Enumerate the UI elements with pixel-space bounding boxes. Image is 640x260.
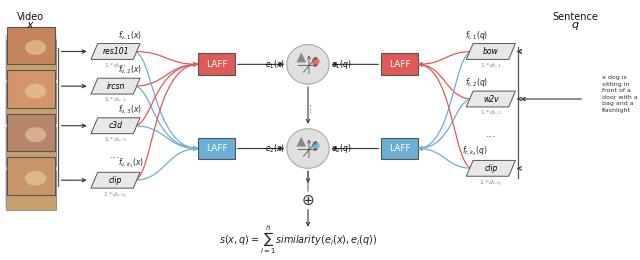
FancyBboxPatch shape: [198, 138, 235, 159]
Text: w2v: w2v: [483, 95, 499, 103]
Ellipse shape: [312, 142, 319, 150]
Polygon shape: [467, 160, 515, 176]
FancyBboxPatch shape: [381, 54, 418, 75]
Ellipse shape: [25, 40, 46, 55]
Polygon shape: [91, 118, 140, 134]
Text: ...: ...: [110, 151, 121, 160]
Ellipse shape: [25, 127, 46, 142]
Text: Sentence: Sentence: [552, 12, 598, 22]
Bar: [7, 27, 55, 64]
Text: $f_{v,1}(x)$: $f_{v,1}(x)$: [118, 29, 143, 42]
Bar: [7, 70, 55, 108]
Text: res101: res101: [102, 47, 129, 56]
Text: ...: ...: [303, 101, 313, 112]
Text: $f_{v,2}(x)$: $f_{v,2}(x)$: [118, 64, 143, 76]
Polygon shape: [296, 53, 306, 62]
FancyBboxPatch shape: [198, 54, 235, 75]
FancyBboxPatch shape: [6, 127, 56, 166]
Polygon shape: [467, 44, 515, 59]
Text: $\oplus$: $\oplus$: [301, 192, 315, 207]
Ellipse shape: [287, 129, 329, 168]
Text: $s(x,q) = \sum_{i=1}^{h} similarity(e_i(x), e_i(q))$: $s(x,q) = \sum_{i=1}^{h} similarity(e_i(…: [219, 223, 378, 256]
Text: $1 * d_{t,k_2}$: $1 * d_{t,k_2}$: [479, 178, 502, 188]
Text: $1 * d_{t,1}$: $1 * d_{t,1}$: [480, 61, 502, 70]
Text: $x$: $x$: [26, 20, 35, 30]
Text: $1 * d_{t,2}$: $1 * d_{t,2}$: [480, 109, 502, 117]
Text: Video: Video: [17, 12, 44, 22]
Polygon shape: [296, 137, 306, 147]
Text: $1 * d_{v,2}$: $1 * d_{v,2}$: [104, 96, 127, 104]
Text: LAFF: LAFF: [388, 144, 410, 153]
Text: $e_1(x)$: $e_1(x)$: [265, 58, 285, 71]
Text: $e_1(q)$: $e_1(q)$: [331, 58, 351, 71]
Text: $1 * d_{v,1}$: $1 * d_{v,1}$: [104, 61, 127, 70]
FancyBboxPatch shape: [6, 83, 56, 123]
Ellipse shape: [25, 84, 46, 99]
Text: $1 * d_{v,3}$: $1 * d_{v,3}$: [104, 136, 127, 144]
Text: bow: bow: [483, 47, 499, 56]
Text: $f_{t,2}(q)$: $f_{t,2}(q)$: [465, 76, 488, 89]
Text: LAFF: LAFF: [205, 60, 227, 69]
Text: ircsn: ircsn: [106, 82, 125, 91]
Text: clip: clip: [109, 176, 122, 185]
Bar: [5, 35, 57, 208]
Text: ...: ...: [485, 129, 496, 139]
Bar: [7, 114, 55, 152]
FancyBboxPatch shape: [381, 138, 418, 159]
Text: LAFF: LAFF: [205, 144, 227, 153]
Polygon shape: [91, 44, 140, 59]
Ellipse shape: [287, 44, 329, 84]
Text: $f_{t,1}(q)$: $f_{t,1}(q)$: [465, 29, 488, 42]
Text: LAFF: LAFF: [388, 60, 410, 69]
Bar: [7, 158, 55, 195]
Polygon shape: [91, 78, 140, 94]
Text: $f_{v,3}(x)$: $f_{v,3}(x)$: [118, 103, 143, 116]
Text: c3d: c3d: [109, 121, 122, 130]
FancyBboxPatch shape: [6, 40, 56, 79]
FancyBboxPatch shape: [6, 170, 56, 210]
Text: $1 * d_{v,k_1}$: $1 * d_{v,k_1}$: [103, 190, 128, 200]
Polygon shape: [91, 172, 140, 188]
Text: $q$: $q$: [572, 20, 580, 32]
Text: $f_{v,k_1}(x)$: $f_{v,k_1}(x)$: [118, 157, 145, 170]
Text: clip: clip: [484, 164, 497, 173]
Text: a dog is
sitting in
front of a
door with a
bag and a
flashlight: a dog is sitting in front of a door with…: [602, 75, 637, 113]
Text: $f_{t,k_2}(q)$: $f_{t,k_2}(q)$: [463, 145, 488, 158]
Text: $e_2(q)$: $e_2(q)$: [331, 142, 351, 155]
Ellipse shape: [25, 171, 46, 186]
Text: $e_2(x)$: $e_2(x)$: [265, 142, 285, 155]
Ellipse shape: [312, 57, 319, 65]
Polygon shape: [467, 91, 515, 107]
